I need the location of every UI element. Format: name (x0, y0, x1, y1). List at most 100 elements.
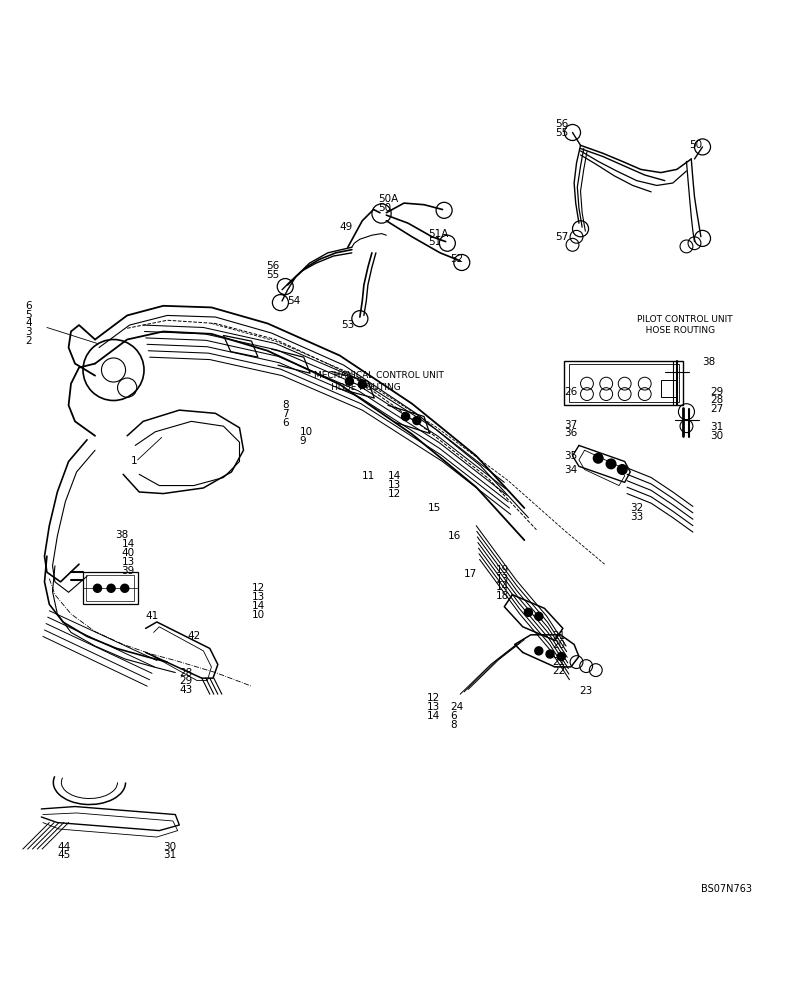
Text: 20: 20 (553, 640, 566, 650)
Text: 31: 31 (163, 850, 176, 860)
Text: 13: 13 (121, 557, 135, 567)
Circle shape (346, 377, 353, 385)
Text: 38: 38 (115, 530, 128, 540)
Text: 36: 36 (565, 428, 578, 438)
Text: 51: 51 (428, 237, 441, 247)
Bar (569, 364, 680, 402)
Text: 35: 35 (565, 451, 578, 461)
Text: 49: 49 (340, 222, 353, 232)
Circle shape (120, 584, 128, 592)
Circle shape (558, 652, 566, 660)
Text: 13: 13 (427, 702, 440, 712)
Text: 38: 38 (702, 357, 716, 367)
Text: 3: 3 (25, 327, 32, 337)
Text: 24: 24 (451, 702, 464, 712)
Circle shape (606, 459, 616, 469)
Text: 56: 56 (555, 119, 568, 129)
Text: 55: 55 (266, 270, 280, 280)
Text: 14: 14 (251, 601, 265, 611)
Text: 26: 26 (565, 387, 578, 397)
Text: 16: 16 (448, 531, 461, 541)
Text: 33: 33 (630, 512, 643, 522)
Text: 11: 11 (362, 471, 376, 481)
Text: 19: 19 (496, 565, 510, 575)
Text: BS07N763: BS07N763 (701, 884, 752, 894)
Text: 14: 14 (427, 711, 440, 721)
Text: 14: 14 (496, 582, 510, 592)
Text: 50: 50 (378, 203, 391, 213)
Text: 7: 7 (282, 409, 288, 419)
Text: 8: 8 (282, 400, 288, 410)
Text: 39: 39 (121, 566, 135, 576)
Text: 50A: 50A (378, 194, 398, 204)
Circle shape (546, 650, 554, 658)
Text: 14: 14 (121, 539, 135, 549)
Text: 42: 42 (187, 631, 200, 641)
Text: 12: 12 (427, 693, 440, 703)
Text: 2: 2 (25, 336, 32, 346)
Text: 32: 32 (630, 503, 643, 513)
Circle shape (524, 608, 532, 616)
Text: 13: 13 (496, 574, 510, 584)
Text: PILOT CONTROL UNIT
   HOSE ROUTING: PILOT CONTROL UNIT HOSE ROUTING (637, 315, 732, 335)
Text: 43: 43 (179, 685, 192, 695)
Text: 51A: 51A (428, 229, 448, 239)
Circle shape (413, 417, 421, 425)
Text: 21: 21 (553, 657, 566, 667)
Text: 28: 28 (179, 668, 192, 678)
Text: 34: 34 (565, 465, 578, 475)
Text: 18: 18 (496, 591, 510, 601)
Circle shape (402, 413, 410, 421)
Circle shape (617, 465, 627, 474)
Text: 40: 40 (121, 548, 135, 558)
Text: 31: 31 (710, 422, 724, 432)
Text: 6: 6 (25, 301, 32, 311)
Text: 22: 22 (553, 666, 566, 676)
Text: 1: 1 (131, 456, 138, 466)
Text: 9: 9 (300, 436, 306, 446)
Circle shape (107, 584, 115, 592)
Circle shape (535, 647, 543, 655)
Text: 57: 57 (555, 232, 568, 242)
Text: 29: 29 (179, 676, 192, 686)
Text: 6: 6 (282, 418, 288, 428)
Text: 41: 41 (145, 611, 159, 621)
Bar (86, 575, 134, 601)
Text: 54: 54 (288, 296, 301, 306)
Text: 12: 12 (251, 583, 265, 593)
Text: 55: 55 (555, 128, 568, 138)
Text: 17: 17 (464, 569, 478, 579)
Text: 27: 27 (710, 404, 724, 414)
Text: 4: 4 (25, 318, 32, 328)
Text: 30: 30 (163, 842, 176, 852)
Text: 52: 52 (451, 254, 464, 264)
Text: 10: 10 (300, 427, 313, 437)
Circle shape (535, 612, 543, 620)
Text: 37: 37 (565, 420, 578, 430)
Text: 56: 56 (266, 261, 280, 271)
Circle shape (94, 584, 102, 592)
Text: 15: 15 (428, 503, 441, 513)
Text: 13: 13 (388, 480, 402, 490)
Bar (565, 361, 684, 405)
Text: 13: 13 (251, 592, 265, 602)
Bar (83, 572, 137, 604)
Bar (661, 380, 677, 397)
Text: 44: 44 (57, 842, 70, 852)
Text: 5: 5 (25, 310, 32, 320)
Text: 8: 8 (451, 720, 457, 730)
Text: 23: 23 (579, 686, 592, 696)
Text: MECHANICAL CONTROL UNIT
      HOSE ROUTING: MECHANICAL CONTROL UNIT HOSE ROUTING (314, 371, 444, 392)
Text: 30: 30 (710, 431, 724, 441)
Text: 10: 10 (251, 610, 265, 620)
Text: 53: 53 (342, 320, 355, 330)
Text: 50: 50 (689, 140, 702, 150)
Text: 6: 6 (451, 711, 457, 721)
Text: 14: 14 (388, 471, 402, 481)
Circle shape (358, 380, 366, 388)
Text: 45: 45 (57, 850, 70, 860)
Text: 21: 21 (553, 631, 566, 641)
Text: 29: 29 (710, 387, 724, 397)
Text: 12: 12 (388, 489, 402, 499)
Text: 28: 28 (710, 395, 724, 405)
